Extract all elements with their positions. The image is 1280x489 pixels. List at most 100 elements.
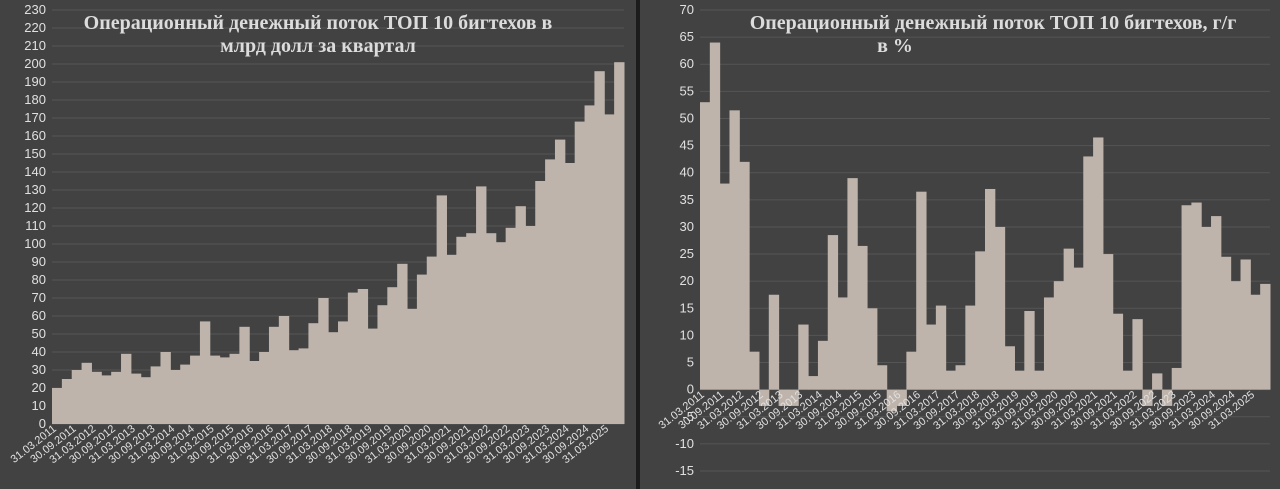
bar — [1112, 313, 1124, 390]
bar — [985, 188, 996, 390]
bar — [700, 102, 711, 390]
bar — [1181, 205, 1192, 390]
bar — [199, 321, 211, 424]
bar — [749, 351, 760, 390]
bar — [130, 373, 142, 424]
bar — [1093, 137, 1104, 390]
bar — [347, 292, 359, 424]
y-tick-label: 20 — [32, 380, 46, 395]
y-tick-label: 200 — [24, 56, 46, 71]
y-tick-label: 10 — [32, 398, 46, 413]
y-tick-label: 120 — [24, 200, 46, 215]
bar — [259, 352, 270, 424]
bar — [1024, 311, 1035, 390]
y-tick-label: -5 — [682, 409, 694, 424]
bar — [278, 316, 290, 424]
bar — [485, 233, 497, 424]
y-tick-label: 45 — [680, 138, 694, 153]
bar — [160, 352, 171, 424]
y-tick-label: 140 — [24, 164, 46, 179]
bar — [1132, 319, 1143, 390]
y-tick-label: 35 — [680, 192, 694, 207]
bar — [614, 62, 625, 424]
y-tick-label: 80 — [32, 272, 46, 287]
bar — [456, 236, 467, 424]
y-tick-label: 55 — [680, 83, 694, 98]
y-tick-label: 160 — [24, 128, 46, 143]
y-tick-label: 5 — [687, 355, 694, 370]
bar — [975, 251, 986, 390]
y-tick-label: 30 — [680, 219, 694, 234]
bar — [397, 263, 408, 424]
y-tick-label: 180 — [24, 92, 46, 107]
bar — [798, 324, 809, 390]
bar — [1211, 216, 1222, 390]
bar — [729, 110, 740, 390]
bar — [407, 308, 418, 424]
bar — [318, 298, 329, 424]
y-tick-label: 70 — [680, 2, 694, 17]
bar — [1142, 389, 1153, 406]
y-tick-label: 40 — [32, 344, 46, 359]
bar — [1161, 389, 1173, 406]
chart-title-line-1: Операционный денежный поток ТОП 10 бигте… — [84, 12, 553, 34]
y-tick-label: 25 — [680, 246, 694, 261]
bar — [778, 389, 789, 406]
bar — [1250, 294, 1261, 390]
chart-title-line-1: Операционный денежный поток ТОП 10 бигте… — [750, 12, 1237, 34]
bar — [1014, 370, 1025, 390]
bar — [535, 181, 546, 424]
bar — [101, 375, 112, 424]
bar — [1260, 283, 1271, 390]
bar — [239, 326, 250, 424]
bar — [495, 242, 507, 424]
bar — [190, 355, 201, 424]
bar — [1043, 297, 1055, 390]
bar — [1201, 226, 1212, 390]
bar — [446, 254, 457, 424]
bar — [81, 362, 92, 424]
bar — [584, 105, 595, 425]
y-tick-label: -15 — [675, 463, 694, 478]
bar — [71, 370, 83, 424]
y-tick-label: 50 — [32, 326, 46, 341]
bar — [140, 377, 152, 424]
y-tick-label: 230 — [24, 2, 46, 17]
bar — [935, 305, 947, 390]
y-tick-label: 220 — [24, 20, 46, 35]
y-tick-label: 50 — [680, 110, 694, 125]
bar — [758, 389, 770, 406]
bar — [896, 389, 907, 406]
bar — [268, 326, 280, 424]
bar — [564, 163, 576, 424]
y-tick-label: 15 — [680, 300, 694, 315]
bar — [906, 351, 917, 390]
bar — [466, 233, 477, 424]
bar — [945, 370, 957, 390]
bar — [111, 371, 122, 424]
chart-title-line-2: в % — [877, 35, 913, 57]
bar — [476, 186, 487, 424]
bar — [604, 114, 615, 425]
bar — [357, 289, 369, 424]
y-tick-label: 30 — [32, 362, 46, 377]
y-tick-label: 170 — [24, 110, 46, 125]
bar — [1171, 367, 1183, 390]
bar — [857, 245, 868, 390]
ocf-billion-chart: 0 10 20 30 40 50 60 70 80 90 100 110 120 130 140 150 160… — [9, 2, 625, 466]
bar — [1053, 281, 1065, 390]
bar — [436, 195, 447, 424]
chart-title-line-2: млрд долл за квартал — [220, 35, 416, 57]
bar — [298, 348, 309, 424]
bar — [574, 121, 586, 424]
bar — [1191, 202, 1202, 390]
y-tick-label: 65 — [680, 29, 694, 44]
bar — [867, 308, 878, 390]
bar — [1073, 267, 1084, 390]
bar — [955, 365, 966, 390]
y-tick-label: 130 — [24, 182, 46, 197]
bar — [328, 332, 339, 424]
y-tick-label: 100 — [24, 236, 46, 251]
bar — [1083, 156, 1094, 390]
y-tick-label: 70 — [32, 290, 46, 305]
